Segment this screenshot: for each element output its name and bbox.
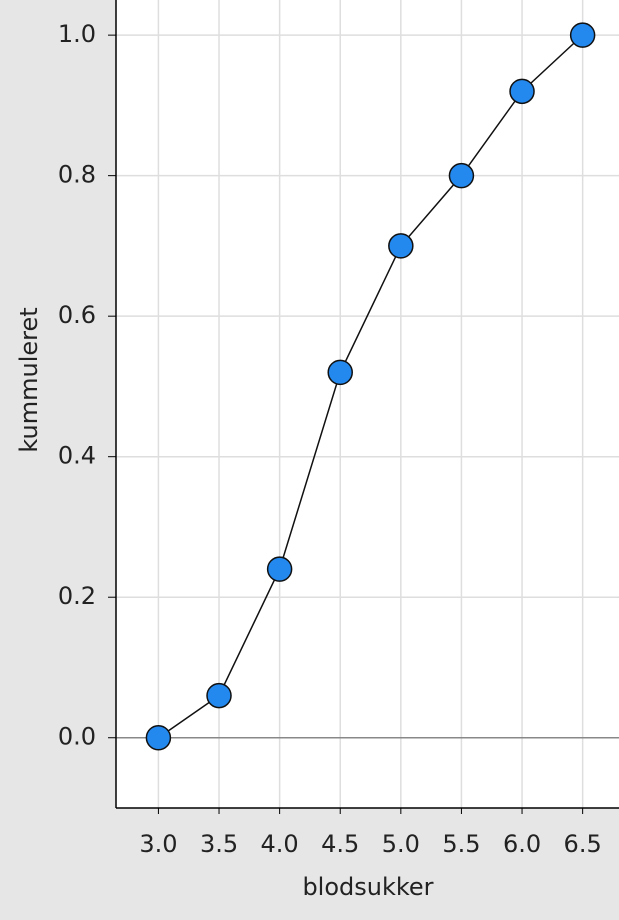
y-tick-label: 0.0 <box>58 723 96 751</box>
y-tick-label: 0.6 <box>58 301 96 329</box>
point <box>509 78 535 105</box>
point <box>327 359 353 386</box>
point <box>569 22 596 48</box>
x-axis-label: blodsukker <box>302 873 433 901</box>
point <box>266 556 293 582</box>
y-tick-label: 0.8 <box>58 161 96 189</box>
x-tick-label: 3.5 <box>200 830 238 858</box>
x-tick-label: 6.5 <box>564 830 602 858</box>
point <box>206 682 232 709</box>
y-tick-label: 1.0 <box>58 20 96 48</box>
x-tick-label: 4.0 <box>261 830 299 858</box>
plot-area <box>116 0 619 808</box>
x-tick-label: 6.0 <box>503 830 541 858</box>
point <box>448 162 475 189</box>
x-tick-label: 4.5 <box>321 830 359 858</box>
x-tick-label: 5.0 <box>382 830 420 858</box>
point <box>388 233 414 259</box>
line <box>157 34 584 739</box>
point <box>145 724 172 751</box>
x-tick-label: 3.0 <box>139 830 177 858</box>
x-tick-label: 5.5 <box>442 830 480 858</box>
y-tick-label: 0.2 <box>58 582 96 610</box>
y-tick-label: 0.4 <box>58 442 96 470</box>
y-axis-label: kummuleret <box>15 307 43 452</box>
